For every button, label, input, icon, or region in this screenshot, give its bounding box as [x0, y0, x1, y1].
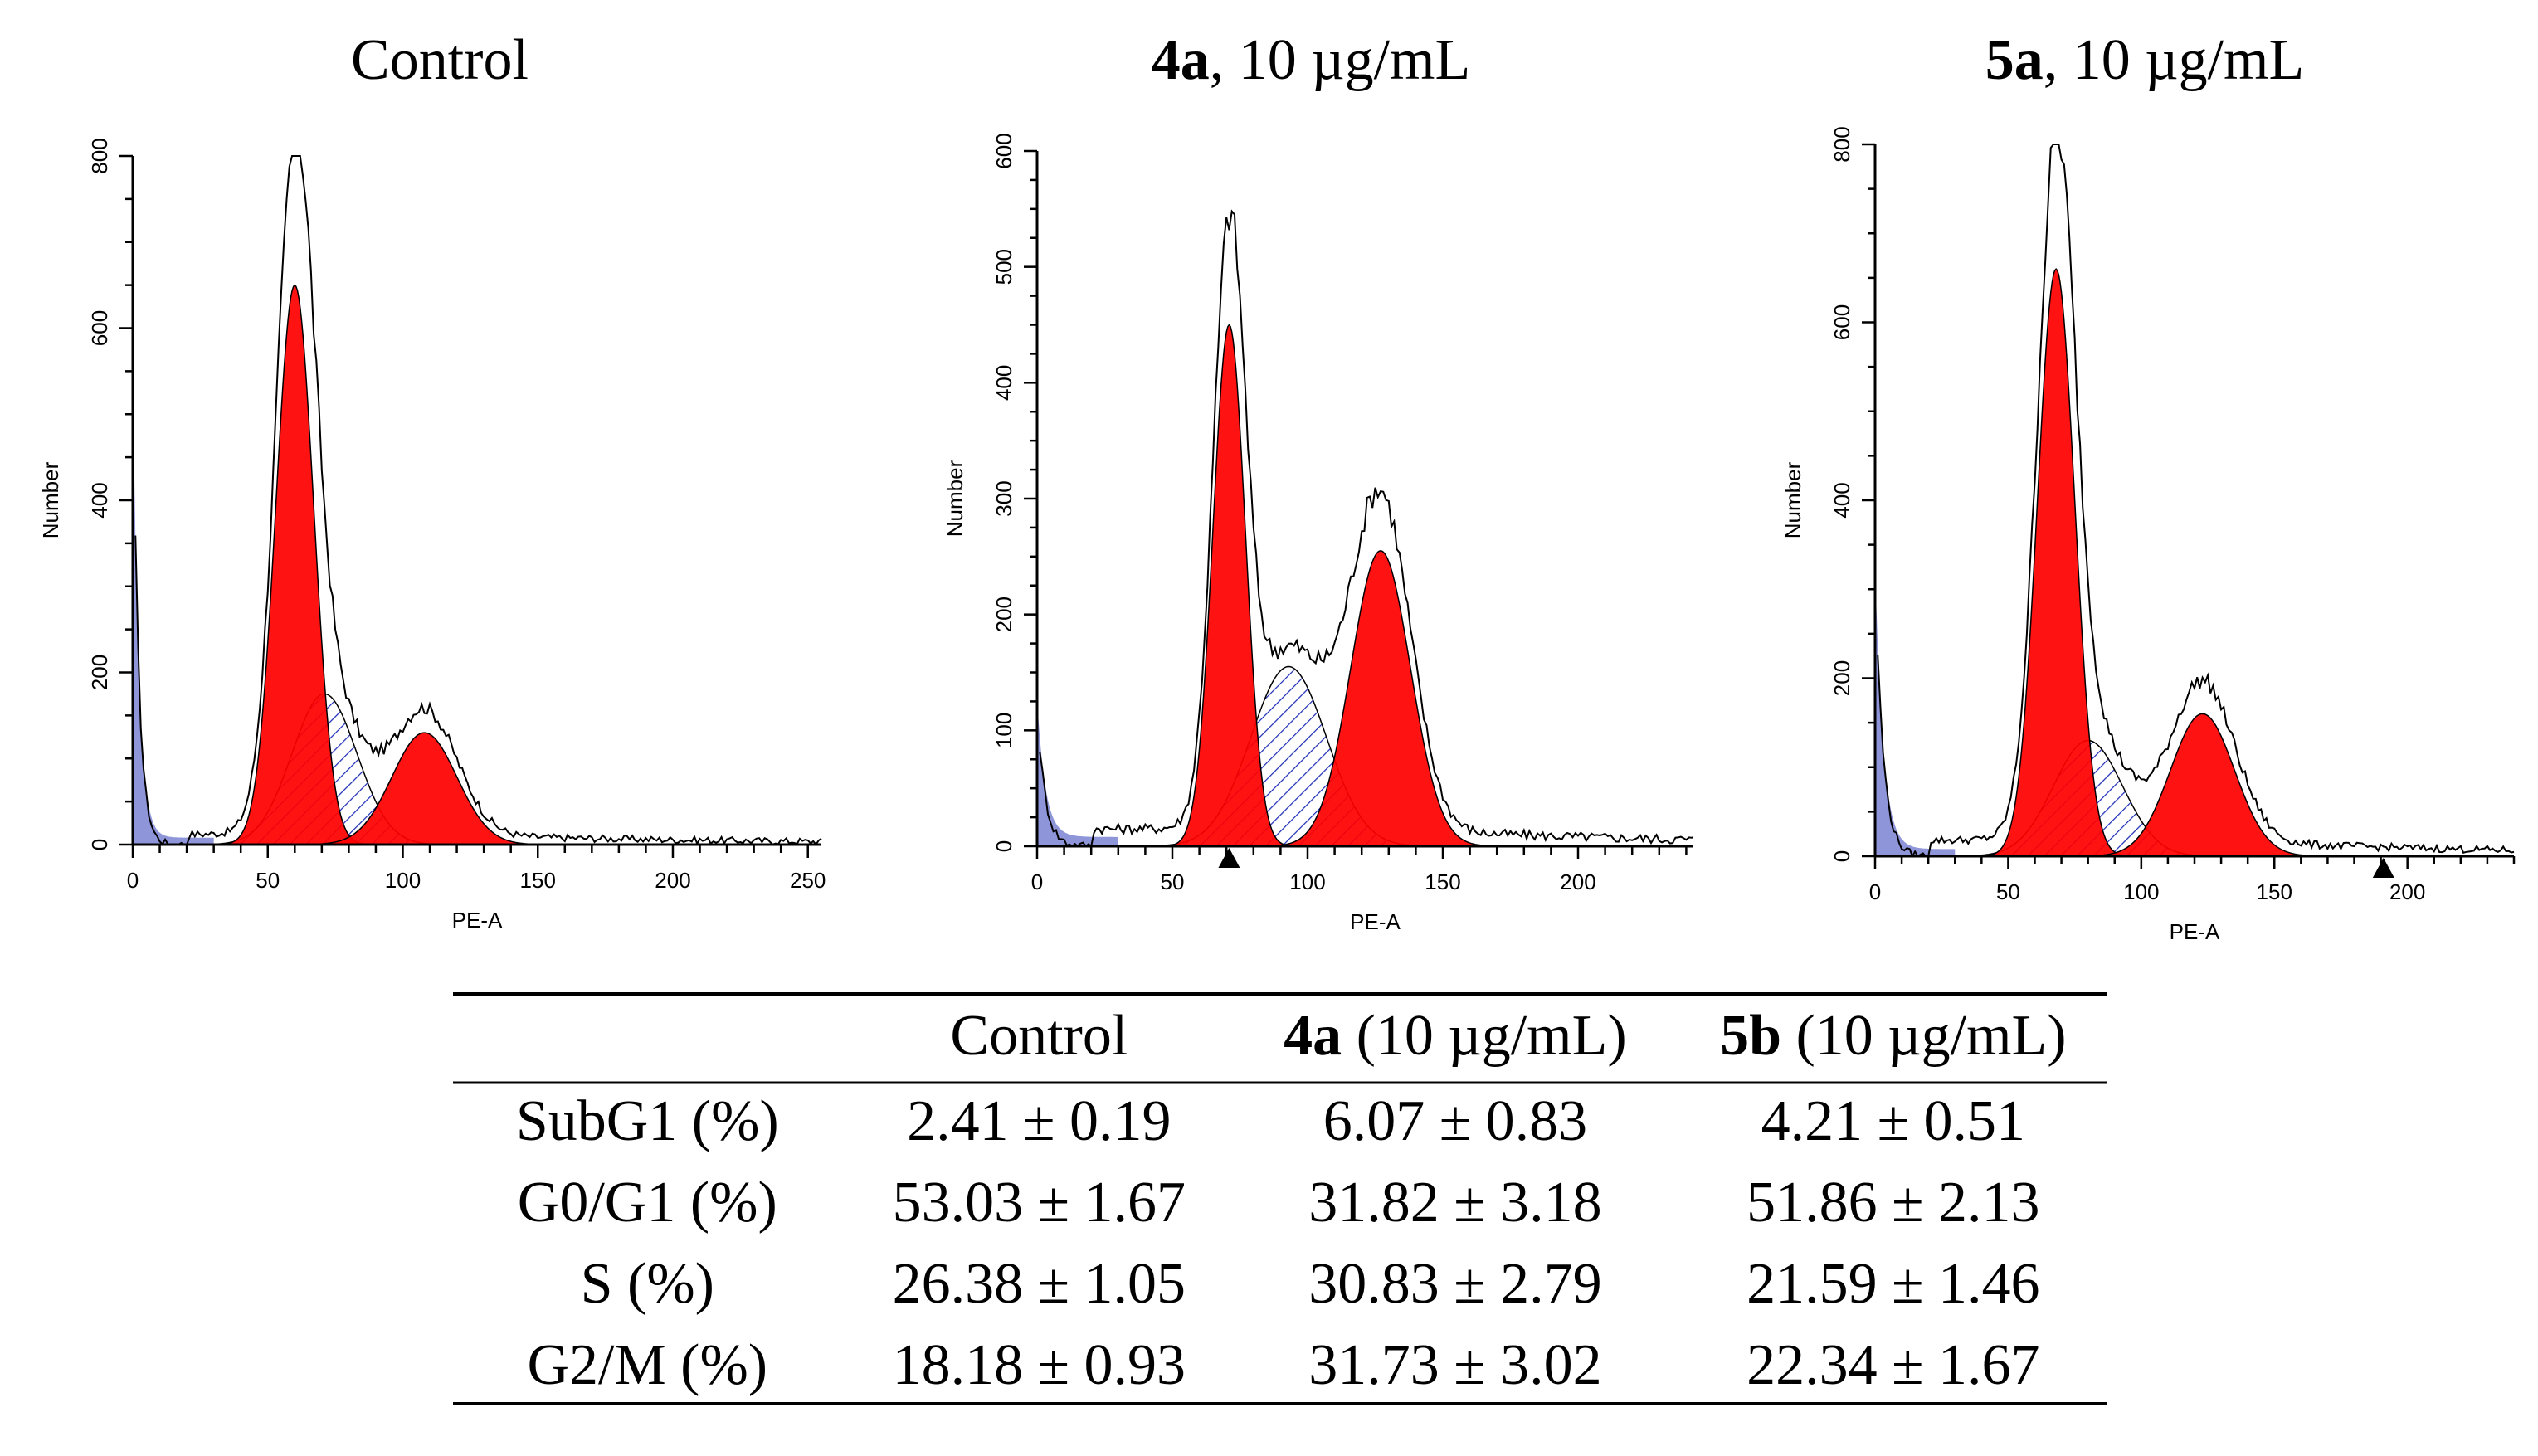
x-tick-label: 50 — [256, 868, 280, 893]
panel-title-bold: 5a — [1985, 28, 2044, 92]
table-cell: 31.82 ± 3.18 — [1308, 1171, 1602, 1234]
x-axis-label: PE-A — [452, 908, 503, 933]
x-tick-label: 150 — [1425, 869, 1460, 894]
panel-title: Control — [351, 28, 529, 92]
header-bold-part: 4a — [1284, 1004, 1342, 1068]
table-cell: 26.38 ± 1.05 — [892, 1252, 1186, 1316]
table-cell: 21.59 ± 1.46 — [1746, 1252, 2040, 1316]
histogram-panel-4a: 4a, 10 µg/mL0501001502002500100200300400… — [943, 28, 1693, 934]
y-tick-label: 300 — [991, 480, 1016, 516]
histogram-outline — [1039, 209, 1693, 848]
x-axis-label: PE-A — [1350, 909, 1401, 934]
panel-title-text: , 10 µg/mL — [2044, 28, 2305, 92]
y-tick-label: 200 — [87, 655, 112, 690]
y-tick-label: 200 — [1829, 660, 1854, 696]
x-tick-label: 50 — [1161, 869, 1185, 894]
panel-title-bold: 4a — [1152, 28, 1210, 92]
g2m-peak — [2073, 713, 2331, 857]
table-cell: 22.34 ± 1.67 — [1746, 1333, 2040, 1397]
table-header-5b: 5b (10 µg/mL) — [1674, 991, 2112, 1081]
table-row: S (%) 26.38 ± 1.05 30.83 ± 2.79 21.59 ± … — [453, 1244, 2112, 1325]
x-tick-label: 100 — [1289, 869, 1325, 894]
gate-marker-triangle — [2372, 858, 2394, 878]
y-tick-label: 0 — [1829, 850, 1854, 862]
y-tick-label: 400 — [87, 482, 112, 518]
y-tick-label: 800 — [87, 138, 112, 173]
header-text-part: (10 µg/mL) — [1781, 1004, 2067, 1068]
table-cell: 4.21 ± 0.51 — [1761, 1089, 2026, 1153]
table-header-control: Control — [842, 991, 1237, 1081]
table-header-row: Control 4a (10 µg/mL) 5b (10 µg/mL) — [453, 991, 2112, 1081]
panel-title: 5a, 10 µg/mL — [1985, 28, 2305, 92]
subg1-area — [133, 364, 214, 845]
x-tick-label: 0 — [127, 868, 139, 893]
y-tick-label: 0 — [991, 840, 1016, 852]
table-row: SubG1 (%) 2.41 ± 0.19 6.07 ± 0.83 4.21 ±… — [453, 1081, 2112, 1162]
y-tick-label: 0 — [87, 839, 112, 850]
header-text-part: (10 µg/mL) — [1342, 1004, 1627, 1068]
g0g1-peak — [1980, 268, 2131, 857]
y-tick-label: 500 — [991, 249, 1016, 285]
x-tick-label: 250 — [790, 868, 826, 893]
table-cell: 6.07 ± 0.83 — [1323, 1089, 1588, 1153]
y-tick-label: 100 — [991, 713, 1016, 748]
x-tick-label: 100 — [385, 868, 421, 893]
table-header-4a: 4a (10 µg/mL) — [1236, 991, 1674, 1081]
results-table: Control 4a (10 µg/mL) 5b (10 µg/mL) SubG… — [453, 991, 2112, 1406]
x-tick-label: 0 — [1031, 869, 1043, 894]
panel-title-text: Control — [351, 28, 529, 92]
header-text-part: Control — [950, 1004, 1128, 1068]
y-axis-label: Number — [38, 461, 63, 538]
gate-marker-triangle — [1218, 848, 1240, 868]
table-header-empty — [453, 991, 842, 1081]
row-label: S (%) — [580, 1252, 714, 1316]
histogram-panel-control: Control 0 50 100 150 200 250 0 200 400 600 800 PE-A N… — [38, 28, 826, 933]
y-tick-label: 600 — [991, 133, 1016, 168]
y-axis-label: Number — [1780, 461, 1805, 538]
g0g1-peak — [218, 284, 372, 845]
x-tick-label: 50 — [1996, 879, 2020, 904]
table-cell: 53.03 ± 1.67 — [892, 1171, 1186, 1234]
y-tick-label: 200 — [991, 597, 1016, 632]
y-tick-label: 400 — [1829, 482, 1854, 518]
y-axis-label: Number — [943, 460, 967, 537]
histogram-panel-5a: 5a, 10 µg/mL 0 50 100 150 200 0 200 400 600 800 PE-… — [1780, 28, 2516, 944]
x-tick-label: 200 — [1560, 869, 1595, 894]
y-tick-label: 400 — [991, 365, 1016, 401]
row-label: G2/M (%) — [527, 1333, 768, 1397]
table-cell: 31.73 ± 3.02 — [1308, 1333, 1602, 1397]
histogram-outline — [1877, 144, 2515, 859]
x-tick-label: 150 — [2257, 879, 2292, 904]
results-table-wrapper: Control 4a (10 µg/mL) 5b (10 µg/mL) SubG… — [453, 991, 2112, 1406]
histogram-outline — [134, 155, 822, 846]
table-row: G0/G1 (%) 53.03 ± 1.67 31.82 ± 3.18 51.8… — [453, 1162, 2112, 1244]
g2m-peak — [294, 732, 555, 845]
y-tick-label: 600 — [87, 310, 112, 346]
table-cell: 51.86 ± 2.13 — [1746, 1171, 2040, 1234]
x-tick-label: 150 — [520, 868, 556, 893]
row-label: G0/G1 (%) — [517, 1171, 777, 1234]
table-cell: 30.83 ± 2.79 — [1308, 1252, 1602, 1316]
header-bold-part: 5b — [1720, 1004, 1781, 1068]
panel-title: 4a, 10 µg/mL — [1152, 28, 1471, 92]
g2m-peak — [1260, 550, 1501, 847]
x-tick-label: 100 — [2123, 879, 2159, 904]
g0g1-peak — [1163, 324, 1295, 847]
table-cell: 18.18 ± 0.93 — [892, 1333, 1186, 1397]
x-tick-label: 200 — [2389, 879, 2425, 904]
subg1-area — [1037, 698, 1118, 846]
subg1-area — [1875, 564, 1956, 856]
y-tick-label: 800 — [1829, 126, 1854, 162]
row-label: SubG1 (%) — [515, 1089, 779, 1153]
panel-title-text: , 10 µg/mL — [1210, 28, 1471, 92]
y-tick-label: 600 — [1829, 304, 1854, 340]
x-tick-label: 0 — [1869, 879, 1881, 904]
table-cell: 2.41 ± 0.19 — [907, 1089, 1172, 1153]
table-row: G2/M (%) 18.18 ± 0.93 31.73 ± 3.02 22.34… — [453, 1325, 2112, 1406]
x-tick-label: 200 — [655, 868, 690, 893]
x-axis-label: PE-A — [2170, 919, 2220, 944]
